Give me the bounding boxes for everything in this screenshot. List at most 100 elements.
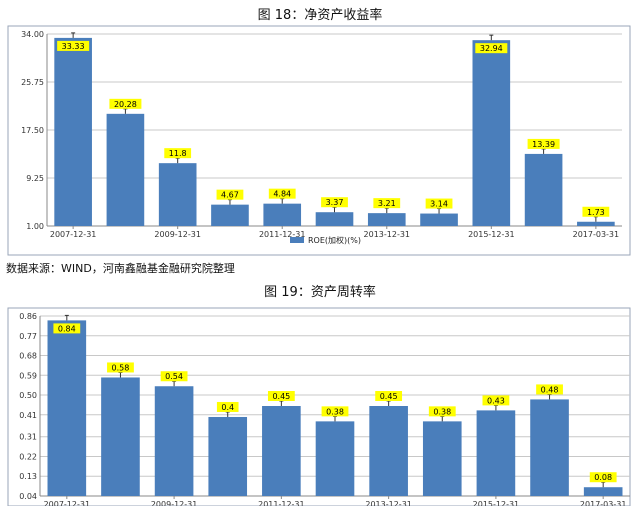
- data-label: 0.58: [112, 363, 130, 372]
- y-tick-label: 1.00: [26, 222, 44, 231]
- bar: [367, 213, 406, 226]
- bar: [472, 40, 511, 227]
- legend-label: ROE(加权)(%): [308, 235, 361, 245]
- bar: [262, 406, 301, 496]
- data-label: 0.4: [221, 403, 234, 412]
- data-label-bg: [164, 148, 192, 159]
- chart1-title: 图 18：净资产收益率: [257, 8, 383, 23]
- y-tick-label: 34.00: [21, 30, 44, 39]
- bar: [420, 213, 458, 226]
- chart2-title: 图 19：资产周转率: [264, 285, 376, 300]
- x-tick-label: 2009-12-31: [151, 500, 198, 506]
- y-tick-label: 9.25: [26, 174, 44, 183]
- bar: [369, 406, 408, 496]
- data-label: 33.33: [62, 42, 85, 51]
- data-label: 0.45: [380, 392, 398, 401]
- data-label: 3.21: [378, 199, 396, 208]
- bar: [530, 399, 569, 496]
- x-tick-label: 2015-12-31: [473, 500, 520, 506]
- data-label-bg: [482, 395, 510, 406]
- data-label: 0.38: [433, 407, 451, 416]
- data-label-bg: [107, 362, 134, 373]
- y-tick-label: 0.13: [19, 472, 37, 481]
- bar: [315, 421, 355, 496]
- data-label: 4.84: [273, 190, 291, 199]
- chart-frame: [7, 307, 631, 506]
- y-tick-label: 0.41: [19, 411, 37, 420]
- roe-bar-chart: 34.00 25.75 17.50 9.25 1.00 33.33 20.28 11.8 4.6…: [7, 25, 631, 256]
- data-label: 0.45: [272, 392, 290, 401]
- y-tick-label: 0.22: [19, 452, 37, 461]
- data-label: 1.73: [587, 208, 605, 217]
- data-label: 0.38: [326, 407, 344, 416]
- x-tick-label: 2009-12-31: [154, 230, 201, 239]
- data-label: 4.67: [221, 191, 239, 200]
- source-note: 数据来源：WIND，河南鑫融基金融研究院整理: [6, 262, 235, 275]
- data-label-bg: [160, 371, 188, 382]
- data-label-bg: [216, 189, 244, 200]
- data-label-bg: [428, 406, 456, 417]
- bar: [54, 37, 92, 227]
- data-label-bg: [268, 188, 296, 199]
- data-label-bg: [475, 43, 508, 54]
- bar: [158, 163, 197, 226]
- y-tick-label: 0.77: [19, 332, 37, 341]
- data-label: 0.08: [594, 473, 612, 482]
- legend-swatch: [290, 237, 304, 243]
- data-label-bg: [267, 391, 295, 401]
- y-tick-label: 0.50: [19, 391, 37, 400]
- y-tick-label: 0.86: [19, 312, 37, 321]
- data-label-bg: [53, 323, 81, 334]
- data-label-bg: [527, 138, 560, 149]
- x-tick-label: 2013-12-31: [364, 230, 411, 239]
- data-label-bg: [375, 391, 403, 401]
- data-label: 3.14: [430, 200, 448, 209]
- y-tick-label: 0.31: [19, 433, 37, 442]
- data-label-bg: [109, 98, 142, 109]
- x-tick-label: 2017-03-31: [580, 500, 627, 506]
- data-label-bg: [536, 384, 563, 395]
- bar: [476, 410, 516, 496]
- bar: [524, 153, 563, 226]
- y-tick-label: 0.59: [19, 371, 37, 380]
- asset-turnover-bar-chart: 0.86 0.77 0.68 0.59 0.50 0.41 0.31 0.22 0.13 0.04…: [7, 307, 631, 506]
- bar: [422, 421, 462, 496]
- data-label: 0.43: [487, 396, 505, 405]
- data-label: 20.28: [114, 100, 137, 109]
- data-label: 0.54: [165, 372, 183, 381]
- data-label-bg: [321, 406, 349, 417]
- data-label-bg: [57, 40, 90, 51]
- x-tick-label: 2007-12-31: [44, 500, 91, 506]
- bar: [208, 416, 248, 496]
- bar: [154, 386, 194, 496]
- x-tick-label: 2007-12-31: [50, 230, 97, 239]
- data-label: 3.37: [326, 198, 344, 207]
- data-label-bg: [216, 401, 239, 412]
- chart-frame: [7, 25, 631, 256]
- bar: [577, 221, 615, 226]
- data-label-bg: [321, 197, 348, 208]
- x-tick-label: 2011-12-31: [259, 230, 306, 239]
- data-label-bg: [582, 206, 610, 217]
- data-label-bg: [589, 472, 617, 483]
- bar: [101, 377, 140, 496]
- data-label-bg: [425, 198, 453, 209]
- x-tick-label: 2017-03-31: [573, 230, 620, 239]
- data-label: 11.8: [169, 149, 187, 158]
- y-tick-label: 0.04: [19, 492, 37, 501]
- x-tick-label: 2011-12-31: [258, 500, 305, 506]
- x-tick-label: 2013-12-31: [365, 500, 412, 506]
- data-label-bg: [373, 198, 401, 209]
- bar: [211, 204, 249, 226]
- bar: [47, 320, 87, 496]
- data-label: 13.39: [532, 140, 555, 149]
- x-tick-label: 2015-12-31: [468, 230, 515, 239]
- bar: [583, 487, 623, 496]
- data-label: 32.94: [480, 44, 503, 53]
- bar: [106, 113, 145, 226]
- y-tick-label: 0.68: [19, 352, 37, 361]
- data-label: 0.48: [541, 385, 559, 394]
- bar: [315, 212, 354, 226]
- y-tick-label: 25.75: [21, 78, 44, 87]
- data-label: 0.84: [58, 324, 76, 333]
